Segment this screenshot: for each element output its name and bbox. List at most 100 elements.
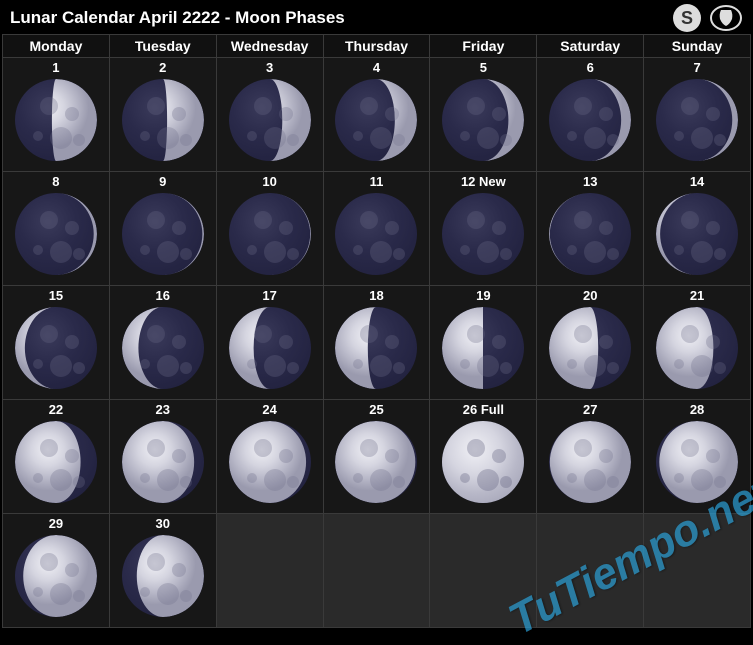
day-header: Sunday — [644, 35, 750, 57]
day-cell[interactable]: 10 — [217, 172, 323, 285]
day-cell[interactable]: 4 — [324, 58, 430, 171]
day-label: 14 — [690, 172, 704, 191]
day-label: 1 — [52, 58, 59, 77]
day-label: 26 Full — [463, 400, 504, 419]
day-cell[interactable]: 18 — [324, 286, 430, 399]
moon-phase-icon — [122, 79, 204, 161]
moon-phase-icon — [656, 421, 738, 503]
moon-phase-icon — [122, 421, 204, 503]
day-cell[interactable]: 20 — [537, 286, 643, 399]
day-label: 19 — [476, 286, 490, 305]
moon-phase-icon — [15, 535, 97, 617]
day-label: 4 — [373, 58, 380, 77]
moon-phase-icon — [335, 79, 417, 161]
moon-phase-icon — [335, 307, 417, 389]
day-label: 7 — [693, 58, 700, 77]
day-header: Thursday — [324, 35, 430, 57]
day-cell[interactable]: 22 — [3, 400, 109, 513]
day-label: 28 — [690, 400, 704, 419]
moon-phase-icon — [549, 421, 631, 503]
moon-phase-icon — [229, 79, 311, 161]
day-label: 30 — [156, 514, 170, 533]
day-label: 18 — [369, 286, 383, 305]
header-icons: S — [673, 4, 743, 32]
moon-phase-icon — [229, 307, 311, 389]
day-label: 9 — [159, 172, 166, 191]
moon-phase-icon — [335, 421, 417, 503]
day-label: 25 — [369, 400, 383, 419]
moon-phase-icon — [335, 193, 417, 275]
moon-phase-icon — [122, 193, 204, 275]
day-cell[interactable]: 1 — [3, 58, 109, 171]
day-cell[interactable]: 15 — [3, 286, 109, 399]
day-label: 12 New — [461, 172, 506, 191]
day-cell[interactable]: 27 — [537, 400, 643, 513]
moon-phase-icon — [122, 307, 204, 389]
empty-cell — [324, 514, 430, 627]
empty-cell — [217, 514, 323, 627]
page-title: Lunar Calendar April 2222 - Moon Phases — [10, 8, 345, 28]
empty-cell — [537, 514, 643, 627]
day-label: 17 — [262, 286, 276, 305]
day-label: 20 — [583, 286, 597, 305]
day-cell[interactable]: 17 — [217, 286, 323, 399]
day-cell[interactable]: 7 — [644, 58, 750, 171]
day-cell[interactable]: 9 — [110, 172, 216, 285]
moon-phase-icon — [656, 79, 738, 161]
day-cell[interactable]: 19 — [430, 286, 536, 399]
moon-phase-icon — [15, 79, 97, 161]
moon-phase-icon — [549, 193, 631, 275]
day-cell[interactable]: 30 — [110, 514, 216, 627]
day-label: 22 — [49, 400, 63, 419]
moon-phase-icon — [442, 193, 524, 275]
day-label: 11 — [370, 172, 384, 191]
day-label: 24 — [262, 400, 276, 419]
day-cell[interactable]: 25 — [324, 400, 430, 513]
day-label: 23 — [156, 400, 170, 419]
day-cell[interactable]: 11 — [324, 172, 430, 285]
day-cell[interactable]: 8 — [3, 172, 109, 285]
day-label: 29 — [49, 514, 63, 533]
day-header: Tuesday — [110, 35, 216, 57]
moon-phase-icon — [549, 307, 631, 389]
day-cell[interactable]: 3 — [217, 58, 323, 171]
day-cell[interactable]: 21 — [644, 286, 750, 399]
day-cell[interactable]: 2 — [110, 58, 216, 171]
day-label: 6 — [587, 58, 594, 77]
day-cell[interactable]: 26 Full — [430, 400, 536, 513]
moon-phase-icon — [549, 79, 631, 161]
day-header: Wednesday — [217, 35, 323, 57]
day-cell[interactable]: 14 — [644, 172, 750, 285]
empty-cell — [430, 514, 536, 627]
day-cell[interactable]: 29 — [3, 514, 109, 627]
moon-phase-icon — [15, 193, 97, 275]
day-label: 21 — [690, 286, 704, 305]
day-cell[interactable]: 23 — [110, 400, 216, 513]
day-label: 27 — [583, 400, 597, 419]
globe-icon[interactable] — [709, 4, 743, 32]
day-header: Saturday — [537, 35, 643, 57]
calendar-grid: MondayTuesdayWednesdayThursdayFridaySatu… — [2, 34, 751, 628]
day-cell[interactable]: 13 — [537, 172, 643, 285]
day-label: 5 — [480, 58, 487, 77]
day-label: 8 — [52, 172, 59, 191]
day-cell[interactable]: 28 — [644, 400, 750, 513]
day-label: 16 — [156, 286, 170, 305]
moon-phase-icon — [656, 193, 738, 275]
moon-phase-icon — [442, 421, 524, 503]
day-label: 15 — [49, 286, 63, 305]
day-cell[interactable]: 16 — [110, 286, 216, 399]
hemisphere-badge[interactable]: S — [673, 4, 701, 32]
moon-phase-icon — [122, 535, 204, 617]
day-cell[interactable]: 24 — [217, 400, 323, 513]
day-cell[interactable]: 6 — [537, 58, 643, 171]
moon-phase-icon — [15, 307, 97, 389]
day-cell[interactable]: 12 New — [430, 172, 536, 285]
day-label: 13 — [583, 172, 597, 191]
moon-phase-icon — [656, 307, 738, 389]
moon-phase-icon — [442, 307, 524, 389]
day-label: 10 — [262, 172, 276, 191]
day-cell[interactable]: 5 — [430, 58, 536, 171]
day-label: 3 — [266, 58, 273, 77]
moon-phase-icon — [442, 79, 524, 161]
